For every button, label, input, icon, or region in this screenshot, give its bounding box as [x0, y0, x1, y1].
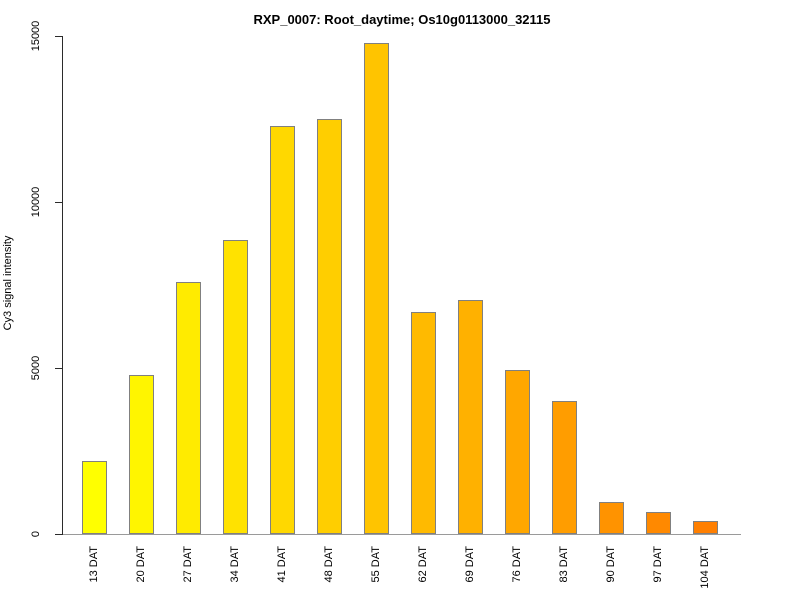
bar — [552, 401, 577, 534]
bar — [82, 461, 107, 534]
bar — [270, 126, 295, 534]
bar — [364, 43, 389, 534]
chart-title: RXP_0007: Root_daytime; Os10g0113000_321… — [253, 12, 551, 27]
x-tick-label: 34 DAT — [229, 546, 241, 583]
bar — [176, 282, 201, 534]
y-tick-label: 10000 — [30, 186, 42, 218]
bar — [411, 312, 436, 534]
x-tick-label: 90 DAT — [605, 546, 617, 583]
x-tick-label: 62 DAT — [417, 546, 429, 583]
x-tick-label: 13 DAT — [88, 546, 100, 583]
bar — [317, 119, 342, 534]
x-tick-label: 69 DAT — [464, 546, 476, 583]
bar — [458, 300, 483, 534]
y-axis-label: Cy3 signal intensity — [2, 235, 14, 331]
x-tick-label: 41 DAT — [276, 546, 288, 583]
y-tick-label: 15000 — [30, 20, 42, 52]
bar — [693, 521, 718, 534]
x-tick-label: 83 DAT — [558, 546, 570, 583]
bar — [223, 240, 248, 534]
x-tick-label: 97 DAT — [652, 546, 664, 583]
y-axis-tick — [55, 36, 62, 37]
x-tick-label: 48 DAT — [323, 546, 335, 583]
bar — [129, 375, 154, 534]
x-tick-label: 27 DAT — [182, 546, 194, 583]
y-tick-label: 0 — [30, 530, 42, 538]
y-axis-tick — [55, 202, 62, 203]
bar — [505, 370, 530, 534]
y-axis-tick — [55, 534, 62, 535]
y-tick-label: 5000 — [30, 355, 42, 381]
y-axis-tick — [55, 368, 62, 369]
bar — [646, 512, 671, 534]
x-tick-label: 104 DAT — [699, 546, 711, 589]
x-tick-label: 20 DAT — [135, 546, 147, 583]
x-tick-label: 76 DAT — [511, 546, 523, 583]
bar — [599, 502, 624, 534]
y-axis-line — [62, 36, 63, 535]
x-tick-label: 55 DAT — [370, 546, 382, 583]
x-baseline — [63, 534, 741, 535]
